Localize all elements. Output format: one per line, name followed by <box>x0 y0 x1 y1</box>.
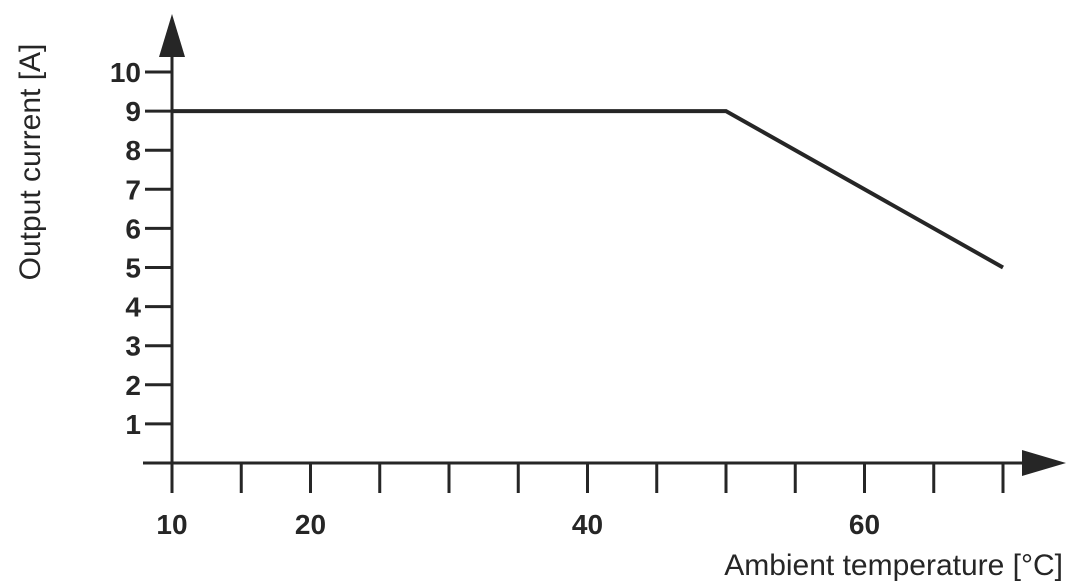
x-tick-label-10: 10 <box>156 509 187 540</box>
x-tick-label-40: 40 <box>572 509 603 540</box>
y-tick-label-1: 1 <box>125 409 141 440</box>
y-tick-label-4: 4 <box>125 292 141 323</box>
y-axis-arrow <box>159 14 185 57</box>
y-tick-label-10: 10 <box>110 57 141 88</box>
x-tick-label-20: 20 <box>295 509 326 540</box>
y-axis-title: Output current [A] <box>14 44 47 281</box>
y-tick-label-5: 5 <box>125 253 141 284</box>
y-tick-label-7: 7 <box>125 174 141 205</box>
y-tick-label-9: 9 <box>125 96 141 127</box>
x-axis-title: Ambient temperature [°C] <box>724 549 1063 582</box>
x-axis-arrow <box>1022 450 1066 476</box>
x-tick-label-60: 60 <box>849 509 880 540</box>
y-tick-label-3: 3 <box>125 331 141 362</box>
y-tick-label-8: 8 <box>125 135 141 166</box>
series-line-0 <box>172 109 1004 270</box>
y-tick-label-2: 2 <box>125 370 141 401</box>
y-tick-label-6: 6 <box>125 213 141 244</box>
